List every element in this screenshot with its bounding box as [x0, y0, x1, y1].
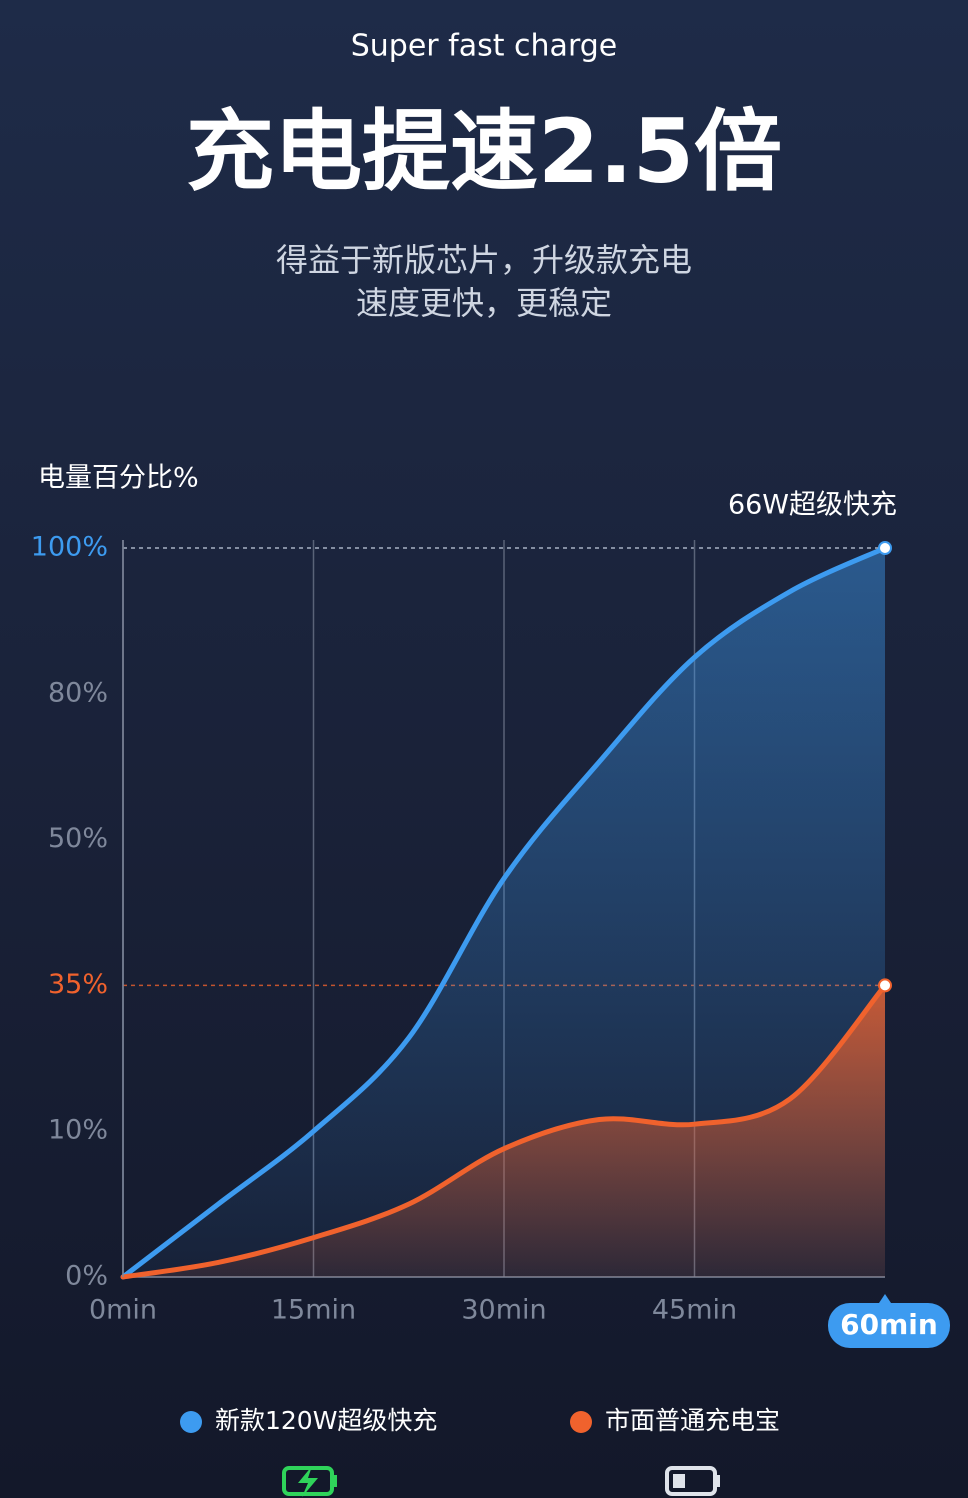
x-tick-label: 15min: [271, 1295, 356, 1326]
x-tick-label: 0min: [89, 1295, 157, 1326]
x-tick-label: 30min: [461, 1295, 546, 1326]
headline: 充电提速2.5倍: [186, 100, 782, 203]
x-tick-label: 60min: [840, 1308, 938, 1341]
y-tick-label: 10%: [48, 1115, 108, 1146]
legend-swatch: [180, 1411, 202, 1433]
annotation: 66W超级快充: [728, 490, 897, 521]
y-tick-label: 0%: [65, 1261, 108, 1292]
y-tick-label: 50%: [48, 823, 108, 854]
y-axis-title: 电量百分比%: [38, 463, 199, 494]
y-tick-label: 100%: [31, 532, 108, 563]
y-tick-label: 35%: [48, 969, 108, 1000]
legend-label: 新款120W超级快充: [215, 1406, 437, 1435]
y-tick-label: 80%: [48, 677, 108, 708]
end-point: [878, 978, 892, 993]
area-fill: [123, 985, 885, 1277]
subtitle: 速度更快，更稳定: [356, 284, 612, 322]
battery-icon: [665, 1466, 720, 1496]
pill: [828, 1303, 950, 1348]
area-fill: [123, 548, 885, 1277]
x-tick-label: 45min: [652, 1295, 737, 1326]
subtitle: 得益于新版芯片，升级款充电: [276, 241, 692, 279]
charging-icon: [282, 1466, 337, 1497]
line: [120, 982, 888, 1280]
end-point: [878, 541, 892, 555]
legend-label: 市面普通充电宝: [605, 1406, 780, 1435]
eyebrow: Super fast charge: [351, 29, 618, 64]
legend-swatch: [570, 1411, 592, 1433]
line: [120, 545, 888, 1280]
